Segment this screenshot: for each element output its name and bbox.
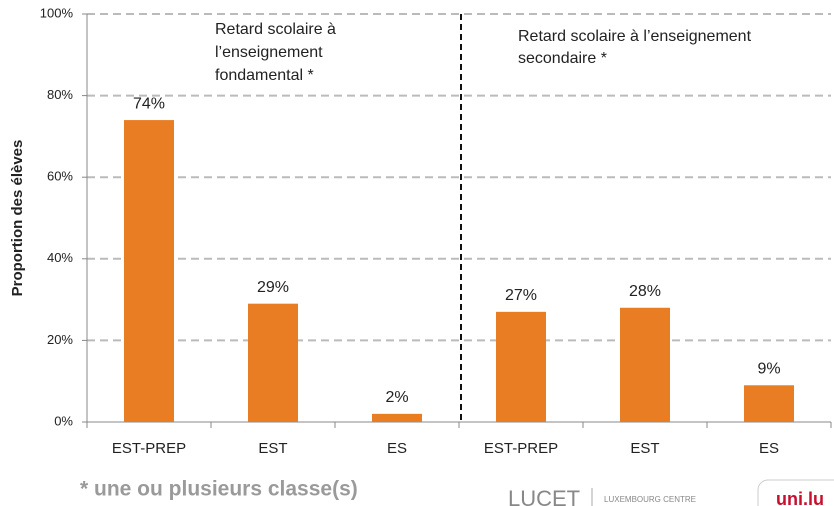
y-tick-label: 100% — [40, 5, 74, 20]
bar — [124, 120, 174, 422]
y-axis-label: Proportion des élèves — [9, 140, 26, 297]
x-tick-label: EST — [630, 440, 659, 457]
logo-text: LUXEMBOURG CENTRE — [604, 495, 696, 504]
x-tick-label: EST-PREP — [484, 440, 558, 457]
value-label: 29% — [257, 279, 289, 296]
value-label: 74% — [133, 95, 165, 112]
logo-text: uni.lu — [776, 489, 824, 506]
logo-text: LUCET — [508, 486, 580, 506]
x-tick-label: EST — [258, 440, 287, 457]
value-label: 9% — [757, 360, 780, 377]
x-tick-label: EST-PREP — [112, 440, 186, 457]
x-tick-label: ES — [387, 440, 407, 457]
bar — [496, 311, 546, 422]
footnote: * une ou plusieurs classe(s) — [80, 478, 358, 501]
annotation: Retard scolaire à — [215, 21, 336, 38]
annotation: fondamental * — [215, 67, 314, 84]
annotation: l’enseignement — [215, 44, 323, 61]
value-label: 27% — [505, 287, 537, 304]
y-tick-label: 40% — [47, 250, 73, 265]
bar — [372, 413, 422, 422]
bar — [248, 303, 298, 422]
y-tick-label: 80% — [47, 87, 73, 102]
x-tick-label: ES — [759, 440, 779, 457]
bar — [620, 307, 670, 422]
bar — [744, 385, 794, 422]
annotation: Retard scolaire à l’enseignement — [518, 28, 752, 45]
logo-box — [757, 479, 834, 506]
y-tick-label: 0% — [54, 413, 73, 428]
y-tick-label: 20% — [47, 332, 73, 347]
value-label: 28% — [629, 283, 661, 300]
value-label: 2% — [385, 389, 408, 406]
y-tick-label: 60% — [47, 169, 73, 184]
annotation: secondaire * — [518, 50, 607, 67]
